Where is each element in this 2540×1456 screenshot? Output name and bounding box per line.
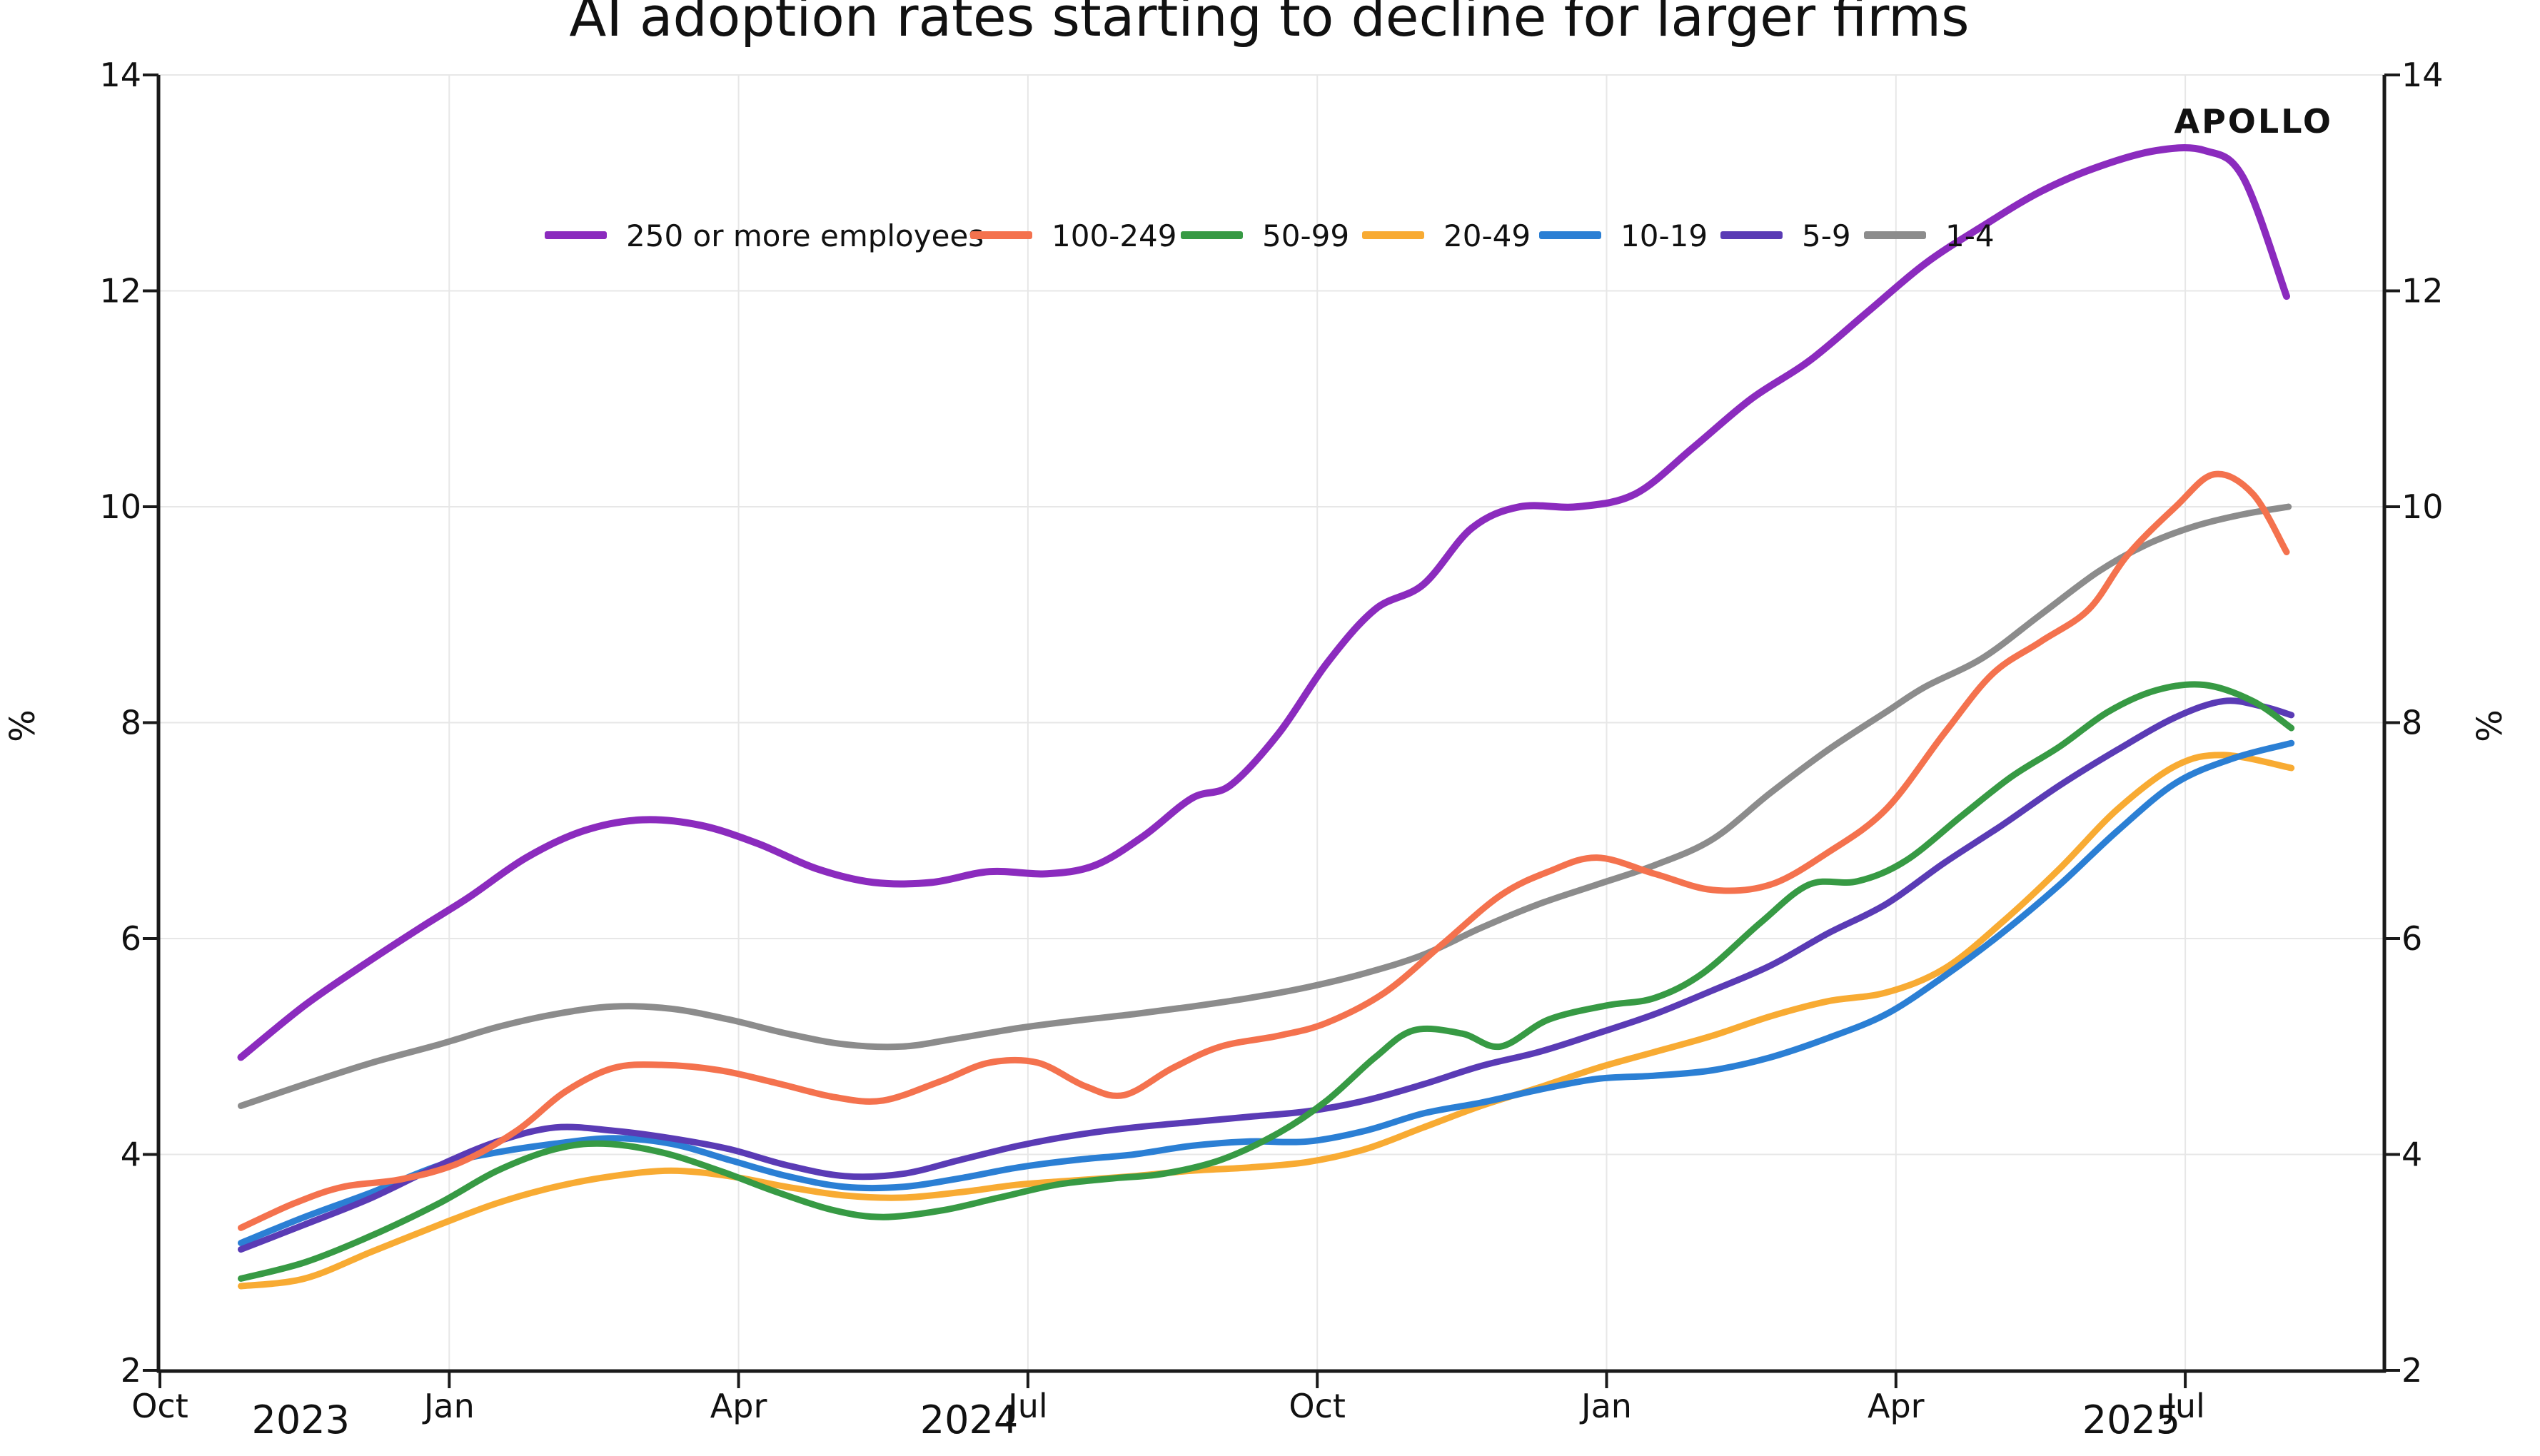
legend-label: 1-4 — [1945, 218, 1995, 253]
apollo-watermark: APOLLO — [2174, 102, 2333, 141]
y-axis-label-right: % — [2470, 709, 2510, 742]
y-tick-label-right: 14 — [2402, 56, 2444, 94]
series-line-10-19 — [238, 739, 2295, 1246]
legend: 250 or more employees 100-249 50-99 20-49 10… — [545, 218, 1995, 253]
legend-item-1-4: 1-4 — [1864, 218, 1995, 253]
x-month-label: Apr — [710, 1387, 767, 1425]
legend-label: 100-249 — [1052, 218, 1177, 253]
legend-swatch — [1181, 231, 1243, 239]
chart-title: AI adoption rates starting to decline fo… — [569, 0, 1969, 49]
series-line-250-or-more-employees — [237, 144, 2290, 1061]
y-tick-label-left: 4 — [121, 1136, 141, 1174]
y-axis-label-left: % — [3, 709, 43, 742]
legend-swatch — [545, 231, 607, 239]
y-tick-label-right: 8 — [2402, 704, 2422, 742]
x-month-label: Jan — [422, 1387, 475, 1425]
y-tick-label-left: 2 — [121, 1351, 141, 1390]
axes — [143, 74, 2400, 1388]
x-month-label: Oct — [131, 1387, 188, 1425]
legend-swatch — [970, 231, 1032, 239]
y-tick-label-right: 10 — [2402, 487, 2444, 526]
y-tick-label-right: 12 — [2402, 272, 2444, 310]
data-series — [237, 144, 2295, 1290]
legend-item-50-99: 50-99 — [1181, 218, 1349, 253]
series-line-20-49 — [238, 752, 2295, 1290]
x-month-label: Jan — [1579, 1387, 1632, 1425]
legend-item-10-19: 10-19 — [1539, 218, 1708, 253]
legend-label: 20-49 — [1443, 218, 1531, 253]
legend-swatch — [1864, 231, 1926, 239]
x-month-label: Oct — [1289, 1387, 1346, 1425]
legend-label: 5-9 — [1802, 218, 1851, 253]
y-tick-label-left: 14 — [99, 56, 141, 94]
x-month-label: Apr — [1868, 1387, 1925, 1425]
x-month-label: Jul — [2163, 1387, 2205, 1425]
series-line-50-99 — [238, 681, 2295, 1282]
legend-label: 250 or more employees — [626, 218, 984, 253]
legend-swatch — [1720, 231, 1783, 239]
legend-item-250-or-more-employees: 250 or more employees — [545, 218, 984, 253]
y-tick-label-right: 4 — [2402, 1136, 2422, 1174]
legend-swatch — [1362, 231, 1424, 239]
y-tick-label-left: 12 — [99, 272, 141, 310]
legend-label: 10-19 — [1621, 218, 1708, 253]
y-tick-label-left: 6 — [121, 919, 141, 958]
series-line-100-249 — [238, 470, 2290, 1231]
y-tick-label-right: 6 — [2402, 919, 2422, 958]
x-year-label: 2024 — [920, 1397, 1018, 1442]
series-line-5-9 — [238, 697, 2295, 1253]
legend-item-20-49: 20-49 — [1362, 218, 1531, 253]
legend-label: 50-99 — [1262, 218, 1349, 253]
legend-item-5-9: 5-9 — [1720, 218, 1851, 253]
axis-tick-labels: 2 2 4 4 6 6 8 8 10 10 12 12 14 14 Oct Jan Apr Jul Oct Jan Ap… — [99, 56, 2443, 1442]
y-tick-label-right: 2 — [2402, 1351, 2422, 1390]
legend-item-100-249: 100-249 — [970, 218, 1177, 253]
legend-swatch — [1539, 231, 1601, 239]
x-month-label: Jul — [1006, 1387, 1048, 1425]
y-tick-label-left: 8 — [121, 704, 141, 742]
series-line-1-4 — [238, 503, 2292, 1109]
y-tick-label-left: 10 — [99, 487, 141, 526]
x-year-label: 2023 — [252, 1397, 350, 1442]
x-year-label: 2025 — [2082, 1397, 2180, 1442]
